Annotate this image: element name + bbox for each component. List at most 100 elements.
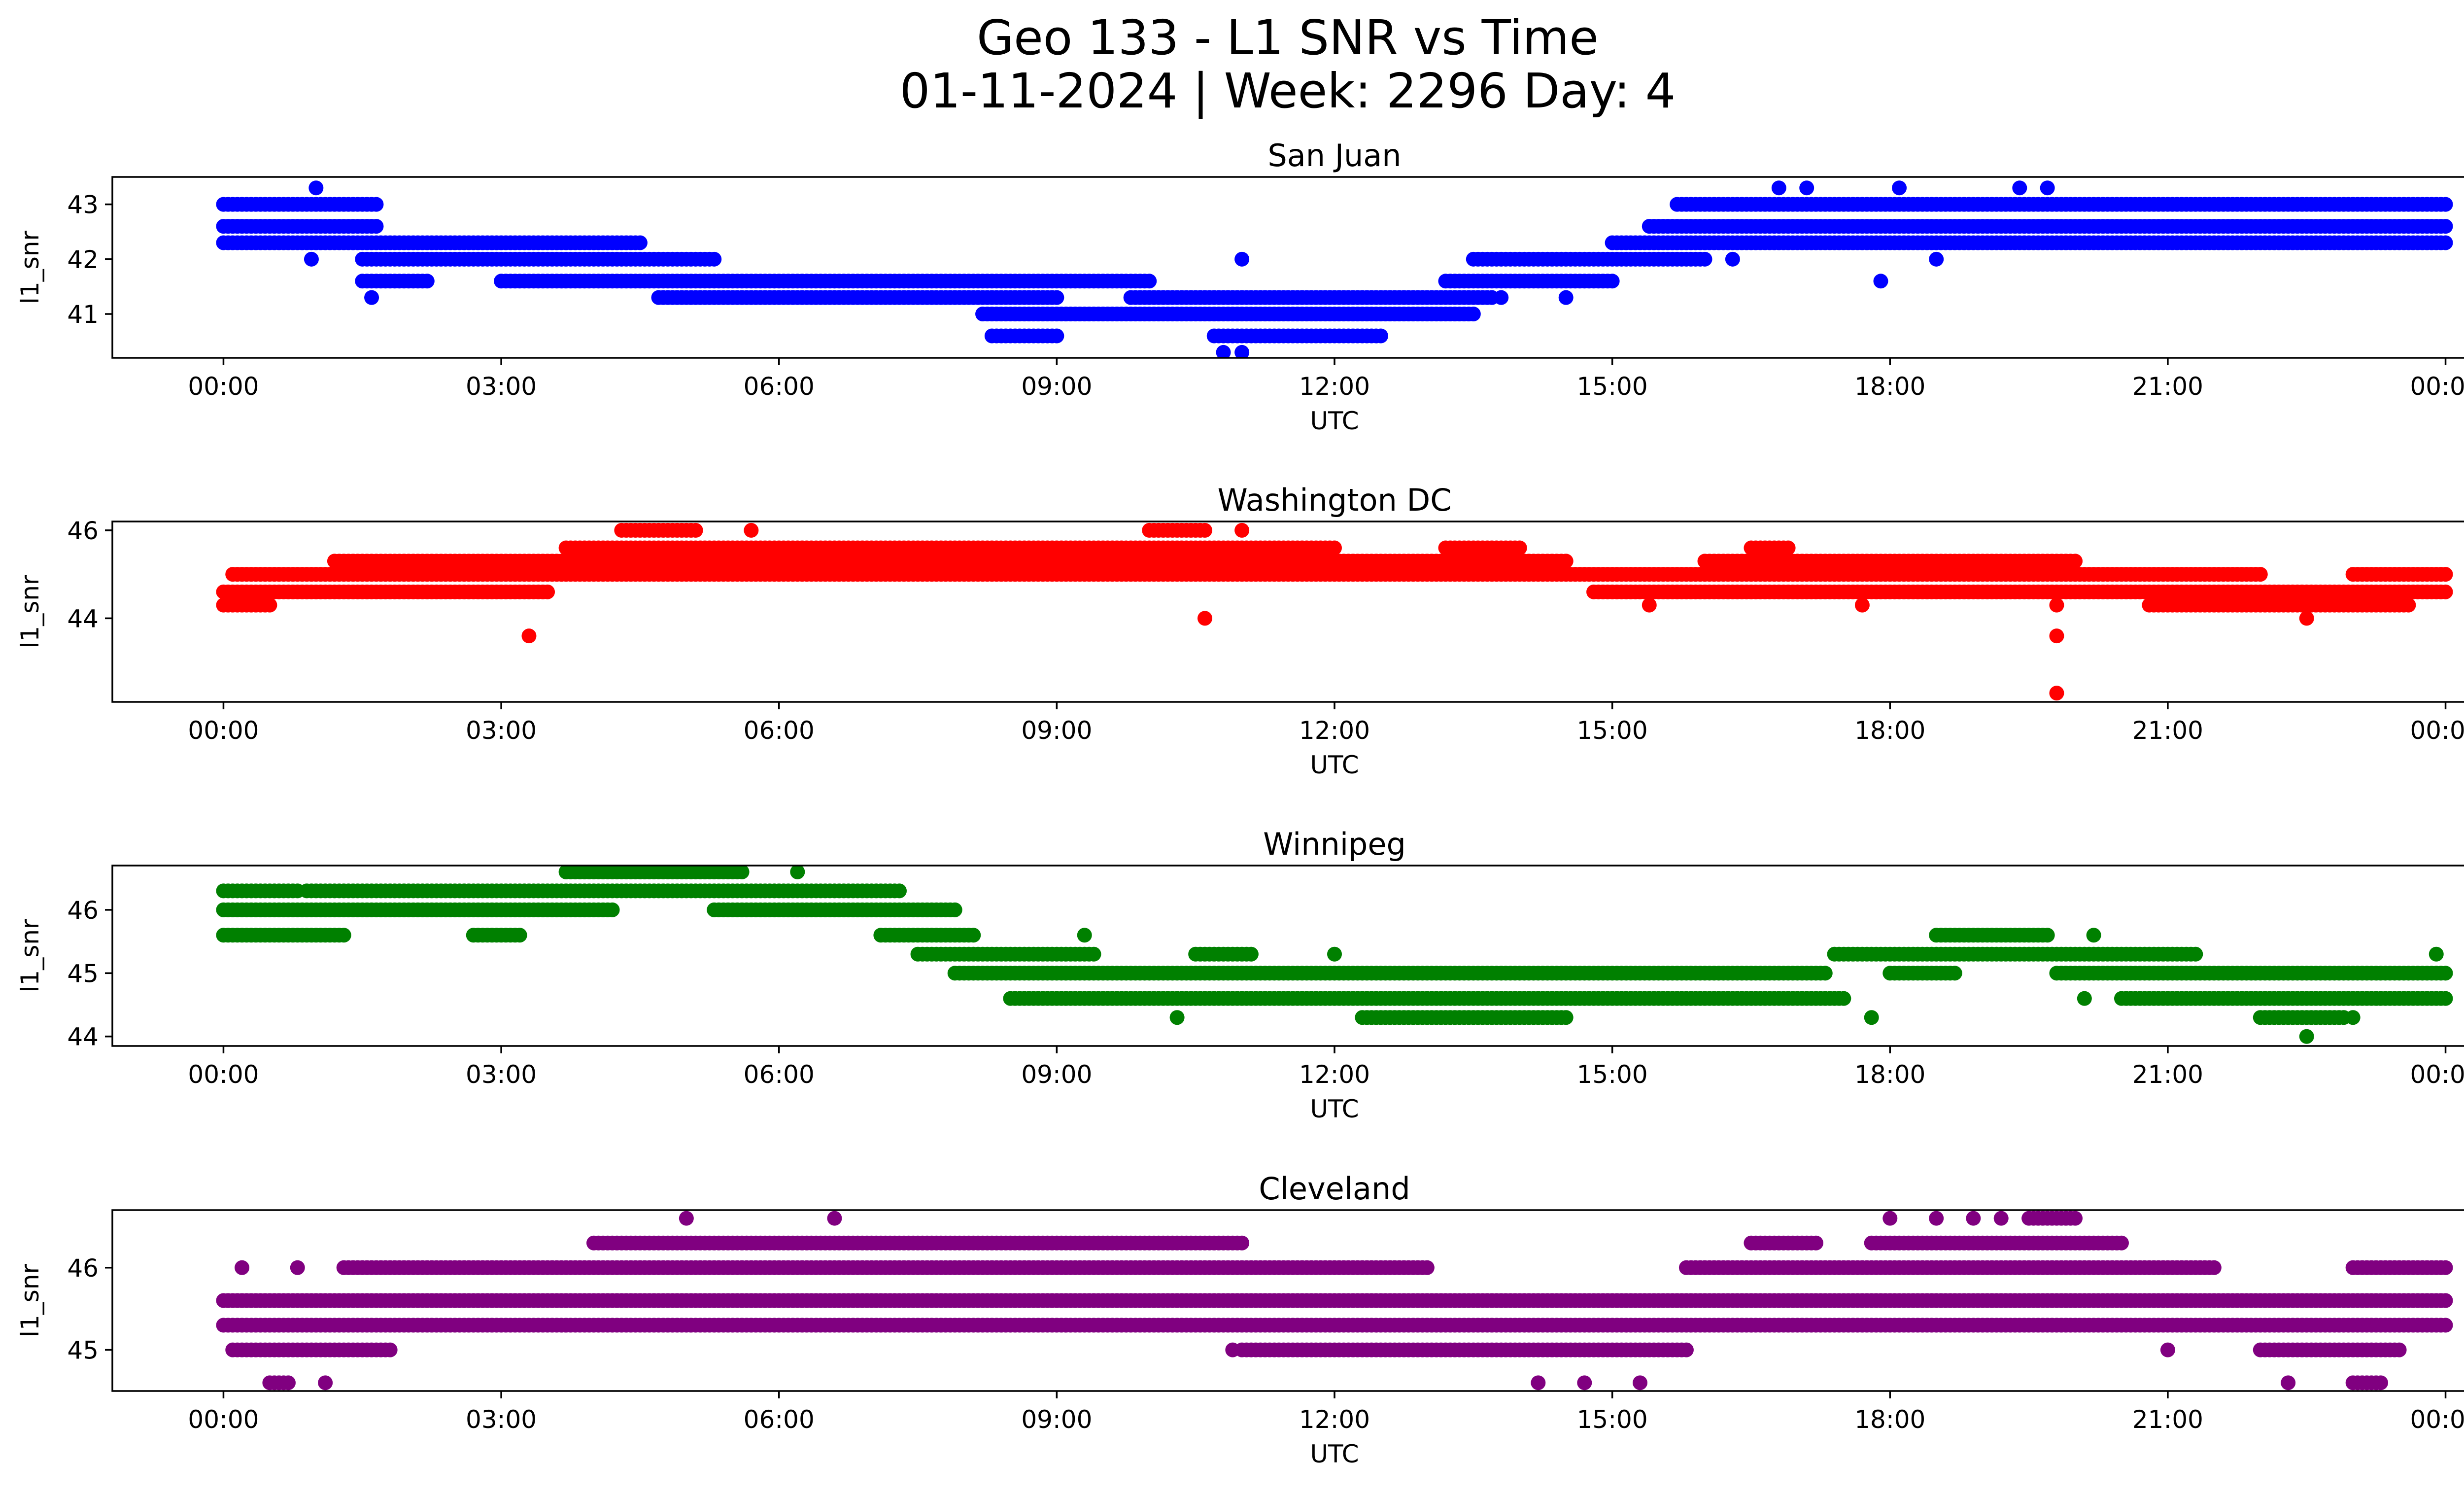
x-tick-label: 18:00: [1854, 716, 1925, 745]
x-tick-label: 00:00: [188, 1060, 259, 1089]
data-point-outlier: [1494, 290, 1509, 305]
data-point: [1373, 328, 1388, 344]
x-tick-label: 12:00: [1299, 1060, 1370, 1089]
data-point: [419, 274, 435, 289]
data-point-outlier: [1642, 597, 1657, 613]
data-point: [369, 197, 384, 212]
data-point-outlier: [2345, 1010, 2361, 1025]
data-point-outlier: [521, 628, 537, 644]
figure-subtitle: 01-11-2024 | Week: 2296 Day: 4: [899, 63, 1676, 119]
x-tick-label: 12:00: [1299, 716, 1370, 745]
data-point: [1197, 522, 1212, 538]
data-point: [262, 597, 277, 613]
scatter-points-winnipeg: [216, 866, 2453, 1044]
panel-title-washington-dc: Washington DC: [1217, 482, 1451, 518]
x-axis-label: UTC: [1310, 1095, 1359, 1123]
data-point: [2068, 1211, 2083, 1226]
y-tick-label: 41: [67, 300, 99, 329]
data-point-outlier: [364, 290, 379, 305]
data-point: [2114, 1235, 2129, 1251]
data-point: [605, 902, 620, 917]
data-point: [1142, 274, 1157, 289]
data-point-outlier: [2049, 597, 2064, 613]
data-point-outlier: [2429, 946, 2444, 962]
data-point-outlier: [1234, 522, 1250, 538]
y-tick-label: 42: [67, 245, 99, 274]
data-point: [688, 522, 703, 538]
y-tick-label: 46: [67, 517, 99, 545]
data-point: [2068, 554, 2083, 569]
data-point-outlier: [1771, 180, 1786, 196]
scatter-points-washington-dc: [216, 522, 2453, 701]
data-point-outlier: [2086, 928, 2101, 943]
data-point-outlier: [1558, 290, 1574, 305]
x-tick-label: 03:00: [466, 372, 537, 401]
data-point: [1234, 1235, 1250, 1251]
data-point: [540, 584, 555, 599]
y-tick-label: 46: [67, 896, 99, 925]
x-tick-label: 00:00: [2410, 372, 2464, 401]
x-tick-label: 09:00: [1021, 372, 1092, 401]
data-point-outlier: [1892, 180, 1907, 196]
data-point: [2438, 1260, 2453, 1275]
data-point-outlier: [790, 866, 805, 879]
data-point: [336, 928, 351, 943]
x-tick-label: 15:00: [1577, 1060, 1648, 1089]
data-point-outlier: [1234, 251, 1250, 267]
x-tick-label: 21:00: [2132, 716, 2203, 745]
data-point: [734, 866, 750, 879]
data-point-outlier: [2299, 1029, 2314, 1044]
x-tick-label: 21:00: [2132, 372, 2203, 401]
data-point-outlier: [1234, 345, 1250, 358]
y-tick-label: 43: [67, 191, 99, 219]
x-tick-label: 03:00: [466, 716, 537, 745]
x-tick-label: 00:00: [2410, 716, 2464, 745]
data-point-outlier: [2299, 611, 2314, 626]
data-point: [1817, 966, 1833, 981]
data-point: [2438, 584, 2453, 599]
data-point: [1049, 290, 1064, 305]
y-axis-label: l1_snr: [16, 231, 44, 304]
data-point-outlier: [744, 522, 759, 538]
y-tick-label: 45: [67, 959, 99, 988]
y-tick-label: 44: [67, 1023, 99, 1051]
y-tick-label: 44: [67, 604, 99, 633]
x-tick-label: 18:00: [1854, 372, 1925, 401]
x-tick-label: 09:00: [1021, 1060, 1092, 1089]
x-axis-label: UTC: [1310, 751, 1359, 779]
x-tick-label: 09:00: [1021, 716, 1092, 745]
y-axis-label: l1_snr: [16, 919, 44, 992]
data-point: [369, 219, 384, 234]
data-point-outlier: [1799, 180, 1814, 196]
panel-title-winnipeg: Winnipeg: [1263, 826, 1406, 862]
data-point-outlier: [1929, 251, 1944, 267]
data-point-outlier: [1197, 611, 1212, 626]
data-point: [1697, 251, 1712, 267]
x-tick-label: 15:00: [1577, 716, 1648, 745]
data-point: [1512, 540, 1527, 556]
data-point: [1327, 540, 1342, 556]
data-point-outlier: [1169, 1010, 1185, 1025]
x-tick-label: 06:00: [744, 372, 815, 401]
data-point-outlier: [1725, 251, 1740, 267]
data-point: [2438, 567, 2453, 582]
data-point: [632, 235, 648, 250]
data-point: [1466, 307, 1481, 322]
x-tick-label: 06:00: [744, 716, 815, 745]
data-point: [1808, 1235, 1823, 1251]
x-tick-label: 21:00: [2132, 1060, 2203, 1089]
data-point-outlier: [308, 180, 324, 196]
x-tick-label: 00:00: [2410, 1060, 2464, 1089]
x-tick-label: 00:00: [188, 716, 259, 745]
data-point-outlier: [2012, 180, 2027, 196]
data-point-outlier: [1873, 274, 1888, 289]
y-axis-label: l1_snr: [16, 575, 44, 648]
data-point: [1243, 946, 1259, 962]
scatter-points-cleveland: [216, 1211, 2453, 1391]
data-point: [1049, 328, 1064, 344]
data-point: [1558, 1010, 1574, 1025]
data-point-outlier: [2049, 628, 2064, 644]
data-point: [2438, 991, 2453, 1006]
data-point-outlier: [2040, 180, 2055, 196]
